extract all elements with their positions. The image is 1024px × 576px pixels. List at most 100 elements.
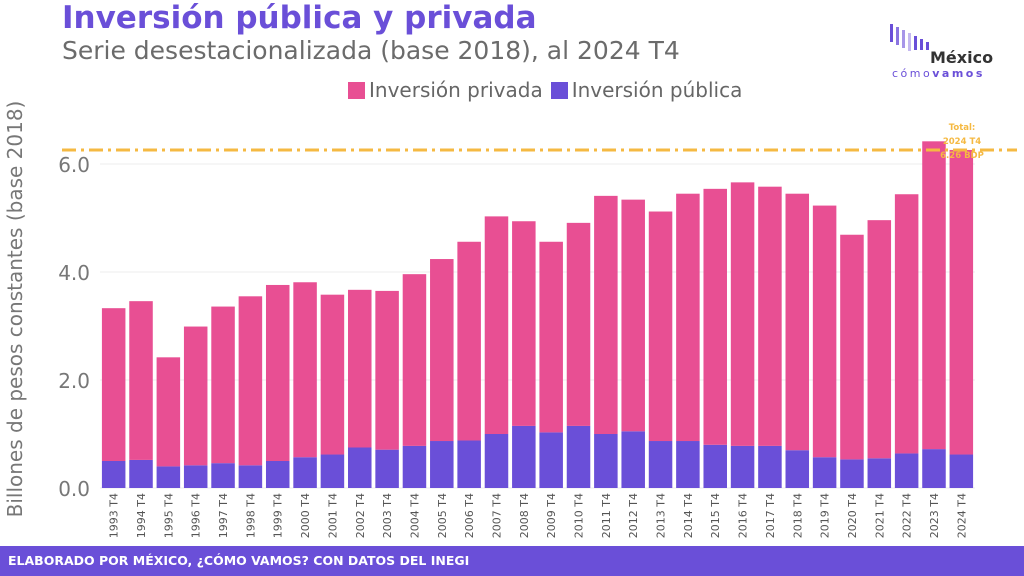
page-title: Inversión pública y privada	[62, 0, 537, 36]
bar-publica	[375, 449, 399, 488]
bar-publica	[238, 465, 263, 488]
bar-privada	[129, 301, 153, 460]
y-tick-label: 6.0	[58, 153, 90, 177]
bar-privada	[265, 284, 290, 461]
bar-privada	[894, 194, 919, 454]
x-tick-label: 2017 T4	[764, 493, 777, 538]
x-tick-label: 2021 T4	[873, 493, 886, 538]
x-tick-label: 2022 T4	[901, 493, 914, 538]
bar-publica	[566, 425, 591, 488]
legend-item-privada: Inversión privada	[348, 78, 543, 102]
bar-privada	[922, 141, 946, 450]
reference-line-label: 2024 T4	[943, 137, 981, 147]
bar-publica	[156, 466, 181, 488]
bar-publica	[183, 465, 208, 488]
bar-publica	[812, 457, 837, 488]
bar-privada	[238, 296, 263, 466]
bar-publica	[648, 441, 673, 488]
x-tick-label: 2008 T4	[518, 493, 531, 538]
stacked-bar-chart: 0.0 2.0 4.0 6.0 Billones de pesos constantes…	[3, 101, 1017, 538]
chart-legend: Inversión privada Inversión pública	[348, 76, 750, 104]
logo-sub-a: cómo	[892, 67, 933, 80]
x-tick-label: 1994 T4	[135, 493, 148, 538]
logo-bars-icon	[890, 24, 929, 51]
x-tick-label: 2004 T4	[408, 493, 421, 538]
x-tick-label: 1996 T4	[190, 493, 203, 538]
bar-publica	[265, 461, 290, 488]
reference-line-label: Total:	[949, 123, 976, 133]
bar-privada	[457, 241, 481, 441]
x-tick-label: 1999 T4	[272, 493, 285, 538]
y-axis-label: Billones de pesos constantes (base 2018)	[3, 101, 27, 518]
legend-label-privada: Inversión privada	[369, 78, 543, 102]
x-tick-label: 2006 T4	[463, 493, 476, 538]
bar-publica	[730, 445, 755, 488]
bar-publica	[293, 457, 317, 488]
x-tick-label: 2000 T4	[299, 493, 312, 538]
bar-publica	[840, 459, 864, 488]
x-tick-label: 2024 T4	[955, 493, 968, 538]
bar-privada	[101, 308, 126, 461]
reference-line-label: 6.26 BDP	[940, 151, 984, 161]
legend-swatch-privada	[348, 81, 365, 99]
bar-privada	[730, 182, 755, 446]
bar-publica	[211, 463, 235, 488]
footer-credit: ELABORADO POR MÉXICO, ¿CÓMO VAMOS? CON D…	[0, 546, 1024, 576]
x-tick-label: 2002 T4	[354, 493, 367, 538]
x-tick-label: 2023 T4	[928, 493, 941, 538]
x-tick-label: 2020 T4	[846, 493, 859, 538]
legend-swatch-publica	[550, 81, 568, 99]
logo-subtext: cómovamos	[892, 67, 985, 80]
bar-privada	[594, 195, 618, 434]
x-tick-label: 1997 T4	[217, 493, 230, 538]
legend-item-publica: Inversión pública	[550, 78, 743, 102]
x-tick-label: 2013 T4	[655, 493, 668, 538]
bar-publica	[676, 441, 700, 488]
bar-publica	[758, 445, 782, 488]
bar-privada	[293, 282, 317, 458]
bar-privada	[785, 193, 810, 451]
bar-privada	[211, 306, 235, 464]
bar-privada	[812, 205, 837, 458]
bar-privada	[156, 357, 181, 467]
bar-publica	[867, 458, 892, 488]
x-tick-label: 2018 T4	[791, 493, 804, 538]
bar-privada	[949, 149, 974, 455]
bar-privada	[484, 216, 509, 434]
x-tick-label: 2012 T4	[627, 493, 640, 538]
x-tick-label: 2019 T4	[819, 493, 832, 538]
y-tick-label: 0.0	[58, 477, 90, 501]
x-tick-label: 2014 T4	[682, 493, 695, 538]
bar-privada	[676, 193, 700, 442]
x-tick-label: 2007 T4	[490, 493, 503, 538]
bar-privada	[758, 186, 782, 446]
bar-publica	[949, 454, 974, 488]
x-tick-label: 2009 T4	[545, 493, 558, 538]
y-tick-label: 4.0	[58, 261, 90, 285]
x-tick-label: 1993 T4	[108, 493, 121, 538]
bar-publica	[402, 445, 427, 488]
bar-privada	[621, 199, 645, 432]
bar-privada	[703, 188, 727, 445]
bar-publica	[129, 459, 153, 488]
bar-publica	[457, 440, 481, 488]
legend-label-publica: Inversión pública	[571, 78, 743, 102]
bar-privada	[867, 220, 892, 459]
x-tick-label: 2016 T4	[737, 493, 750, 538]
page-subtitle: Serie desestacionalizada (base 2018), al…	[62, 36, 680, 65]
bar-publica	[320, 454, 345, 488]
bar-publica	[594, 434, 618, 488]
bar-privada	[320, 294, 345, 455]
x-tick-label: 2010 T4	[573, 493, 586, 538]
bar-privada	[430, 259, 454, 442]
bar-publica	[894, 453, 919, 488]
bar-privada	[648, 211, 673, 442]
bar-privada	[840, 234, 864, 460]
bar-publica	[785, 450, 810, 488]
bar-publica	[101, 461, 126, 488]
y-tick-label: 2.0	[58, 369, 90, 393]
x-tick-label: 1995 T4	[162, 493, 175, 538]
logo-wordmark: México	[930, 48, 994, 67]
bar-publica	[484, 434, 509, 488]
brand-logo: México cómovamos	[888, 22, 1008, 82]
